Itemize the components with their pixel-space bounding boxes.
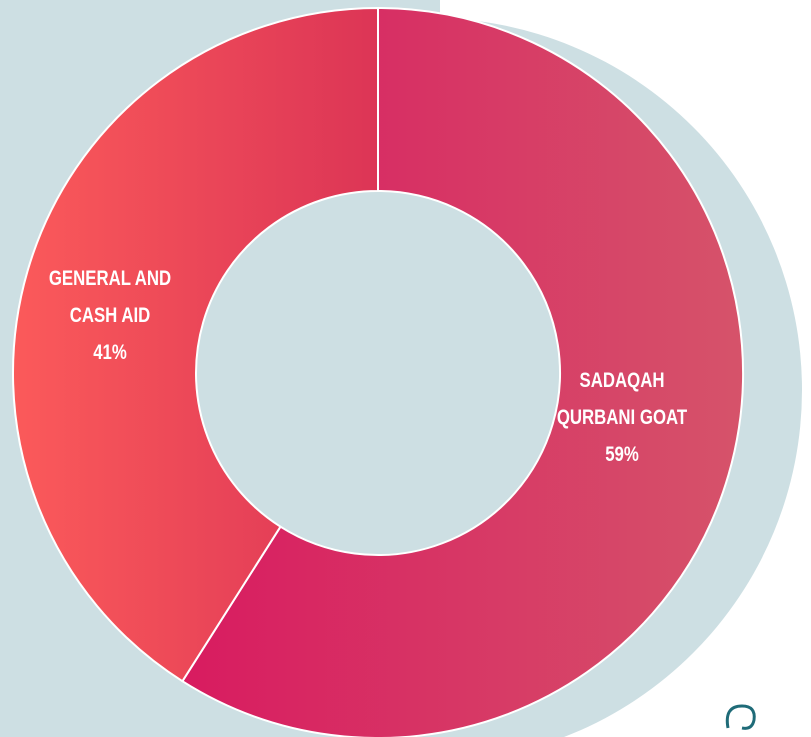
donut (12, 6, 744, 737)
category-label: SADAQAH QURBANI GOAT (556, 369, 688, 429)
slice-label: SADAQAH QURBANI GOAT 59% (553, 362, 691, 473)
slice-label: GENERAL AND CASH AID 41% (41, 260, 179, 371)
donut-slice (181, 6, 744, 737)
logo-icon (725, 704, 756, 730)
category-label: GENERAL AND CASH AID (48, 267, 172, 327)
donut-slice (12, 6, 379, 683)
value-label: 41% (93, 341, 127, 364)
value-label: 59% (605, 443, 639, 466)
